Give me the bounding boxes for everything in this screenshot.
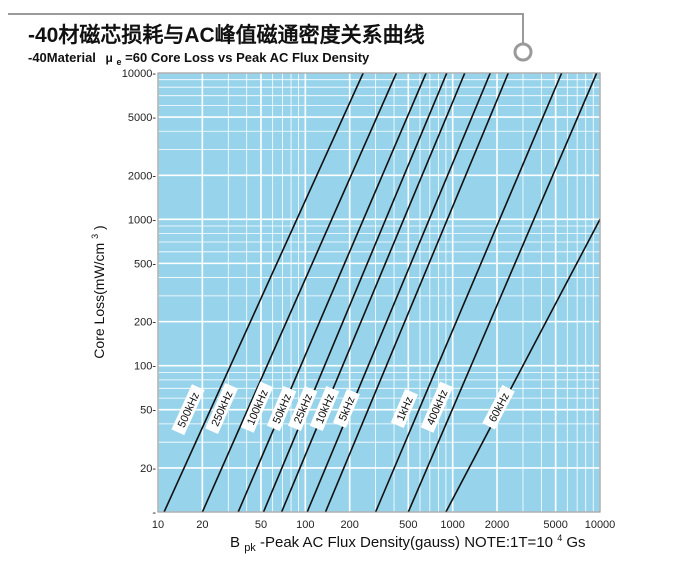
series-line xyxy=(201,73,398,512)
series-label-bg xyxy=(240,381,274,433)
x-tick-label: 5000 xyxy=(543,519,567,531)
curves-group xyxy=(163,73,600,512)
y-tick-label: 5000- xyxy=(128,112,156,124)
y-tick-label: 20- xyxy=(140,463,156,475)
x-tick-label: 1000 xyxy=(440,519,464,531)
y-tick-label: 2000- xyxy=(128,170,156,182)
x-tick-label: 500 xyxy=(399,519,417,531)
series-line xyxy=(407,73,598,512)
y-tick-label: 100- xyxy=(134,361,156,373)
plot-frame xyxy=(157,72,601,513)
y-tick-label: 10000- xyxy=(122,68,157,80)
x-axis-title: B pk -Peak AC Flux Density(gauss) NOTE:1… xyxy=(230,528,586,555)
series-label-bg xyxy=(287,385,318,432)
y-tick-label: 50- xyxy=(140,405,156,417)
y-tick-label: 1000- xyxy=(128,214,156,226)
plot-background xyxy=(158,73,600,512)
series-label-bg xyxy=(420,381,454,433)
series-line xyxy=(324,73,510,512)
subtitle-post: =60 Core Loss vs Peak AC Flux Density xyxy=(125,50,370,65)
series-line xyxy=(262,73,448,512)
y-tick-label: 200- xyxy=(134,317,156,329)
series-line xyxy=(237,73,427,512)
subtitle-mu-sub: e xyxy=(117,57,122,67)
subtitle-mu: μ xyxy=(106,51,113,65)
series-line xyxy=(445,218,600,512)
series-line xyxy=(306,73,492,512)
x-tick-label: 20 xyxy=(196,519,208,531)
y-tick-label: 500- xyxy=(134,258,156,270)
series-label-bg xyxy=(309,385,340,432)
y-tick-label: - xyxy=(152,507,156,519)
series-line xyxy=(280,73,466,512)
series-label-bg xyxy=(390,389,418,428)
x-tick-label: 10 xyxy=(152,519,164,531)
chart-subtitle: -40Material μ e =60 Core Loss vs Peak AC… xyxy=(28,50,370,68)
series-label-bg xyxy=(332,389,360,428)
x-tick-label: 50 xyxy=(255,519,267,531)
x-tick-label: 2000 xyxy=(485,519,509,531)
series-line xyxy=(374,73,563,512)
subtitle-pre: -40Material xyxy=(28,50,96,65)
series-line xyxy=(163,73,364,512)
x-tick-label: 100 xyxy=(296,519,314,531)
header-ring-icon xyxy=(513,42,533,62)
x-tick-label: 200 xyxy=(341,519,359,531)
series-label-bg xyxy=(266,385,297,432)
series-label-bg xyxy=(205,382,239,435)
chart-title-cn: -40材磁芯损耗与AC峰值磁通密度关系曲线 xyxy=(28,23,425,47)
y-axis-title: Core Loss(mW/cm 3 ) xyxy=(85,225,107,358)
header-frame-line xyxy=(8,13,524,44)
series-label-bg xyxy=(482,384,515,430)
series-label-bg xyxy=(171,384,205,436)
x-tick-label: 10000 xyxy=(585,519,616,531)
